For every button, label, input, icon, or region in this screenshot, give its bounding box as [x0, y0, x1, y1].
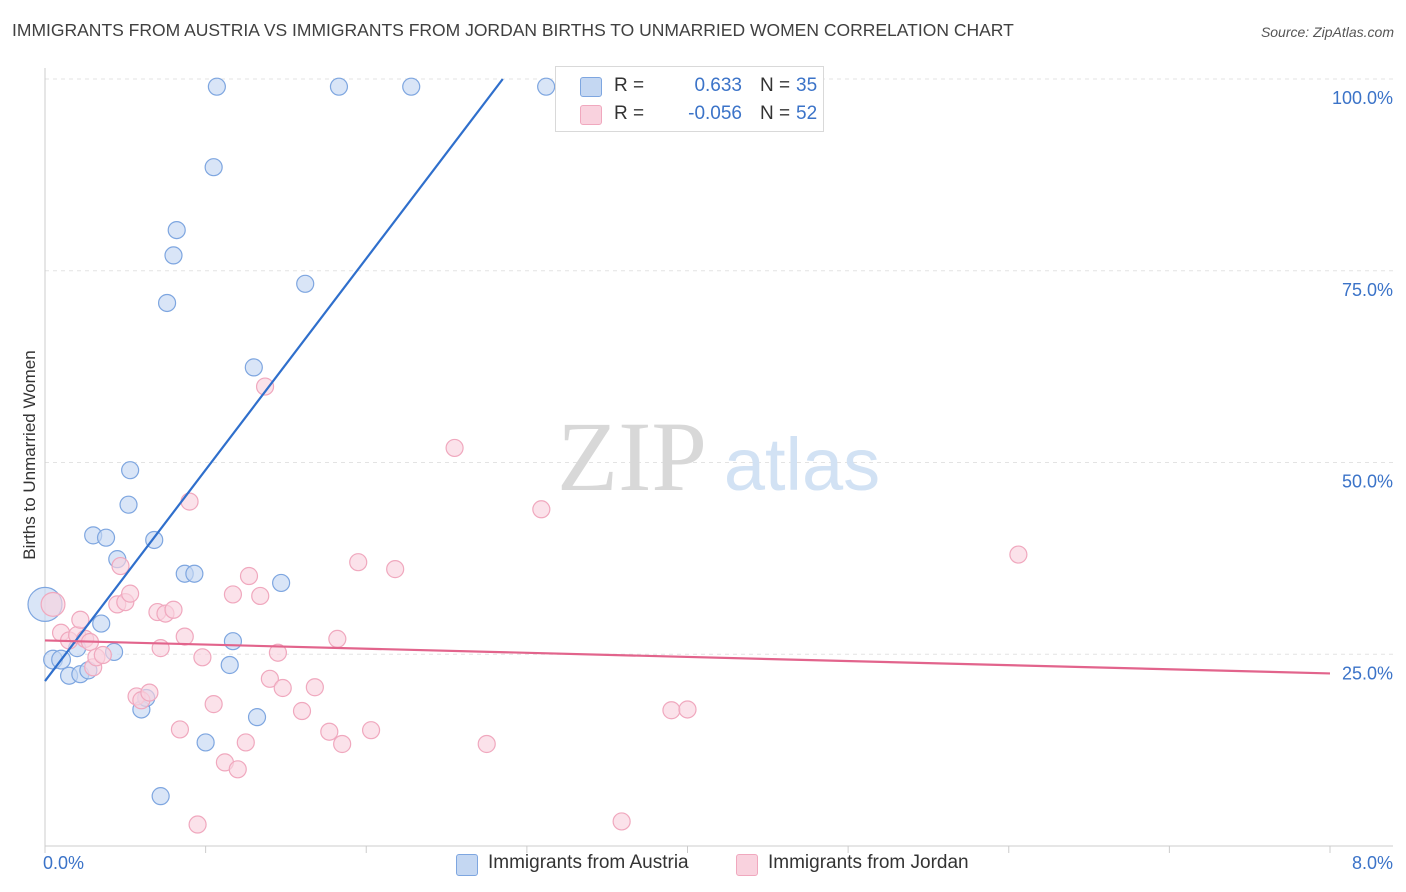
jordan-point	[193, 648, 212, 667]
watermark: ZIP atlas	[557, 401, 880, 512]
jordan-point	[40, 591, 66, 617]
legend-n-label: N =	[760, 75, 791, 96]
legend-r-label: R =	[614, 103, 645, 124]
legend-r-value: -0.056	[688, 103, 742, 124]
austria-point	[204, 158, 223, 177]
jordan-point	[386, 560, 405, 579]
x-tick-label: 8.0%	[1352, 853, 1393, 873]
chart-title: IMMIGRANTS FROM AUSTRIA VS IMMIGRANTS FR…	[12, 20, 1014, 40]
legend-swatch-austria	[456, 854, 478, 876]
austria-point	[157, 293, 177, 313]
jordan-point	[268, 643, 288, 662]
austria-point	[96, 528, 116, 547]
legend-label-austria: Immigrants from Austria	[488, 852, 689, 873]
austria-point	[151, 787, 170, 806]
jordan-point	[111, 556, 130, 576]
jordan-point	[71, 610, 90, 629]
jordan-point	[361, 721, 381, 740]
legend-swatch-austria	[580, 77, 602, 97]
austria-point	[223, 632, 243, 651]
austria-point	[296, 274, 315, 293]
jordan-point	[305, 678, 324, 697]
jordan-point	[204, 695, 223, 714]
correlation-legend: R = 0.633 N = 35 R = -0.056 N = 52	[555, 66, 824, 132]
y-tick-label: 50.0%	[1342, 472, 1393, 492]
austria-point	[220, 655, 239, 675]
chart-source: Source: ZipAtlas.com	[1260, 24, 1394, 40]
jordan-point	[662, 701, 681, 720]
jordan-point	[180, 492, 199, 511]
jordan-point	[93, 645, 112, 665]
jordan-point	[292, 701, 312, 721]
axes	[44, 68, 1393, 853]
jordan-point	[445, 438, 464, 458]
jordan-point	[273, 678, 292, 698]
austria-point	[329, 77, 349, 96]
legend-swatch-jordan	[580, 105, 602, 125]
austria-point	[167, 220, 186, 240]
austria-point	[164, 246, 183, 265]
y-tick-label: 75.0%	[1342, 280, 1393, 300]
legend-swatch-jordan	[736, 854, 758, 876]
y-tick-label: 100.0%	[1332, 88, 1393, 108]
austria-point	[196, 733, 215, 752]
jordan-point	[349, 553, 368, 572]
jordan-point	[477, 734, 496, 754]
jordan-point	[239, 566, 259, 586]
jordan-point	[223, 585, 243, 604]
jordan-point	[333, 734, 352, 754]
austria-point	[247, 708, 267, 727]
legend-label-jordan: Immigrants from Jordan	[768, 852, 969, 873]
legend-n-label: N =	[760, 103, 791, 124]
watermark-atlas: atlas	[724, 423, 880, 506]
jordan-point	[175, 627, 194, 646]
legend-r-label: R =	[614, 75, 645, 96]
jordan-point	[255, 377, 275, 396]
legend-n-value: 52	[796, 103, 818, 124]
legend-r-value: 0.633	[694, 75, 742, 96]
austria-point	[207, 77, 226, 96]
austria-point	[119, 495, 138, 514]
jordan-point	[260, 669, 279, 688]
jordan-point	[170, 720, 190, 739]
jordan-point	[328, 629, 347, 649]
jordan-point	[1009, 545, 1028, 564]
jordan-point	[236, 733, 255, 752]
jordan-point	[678, 700, 697, 719]
jordan-trend-line	[44, 639, 1331, 675]
austria-point	[537, 77, 556, 96]
austria-point	[92, 614, 111, 633]
legend-n-value: 35	[796, 75, 818, 96]
trend-lines	[44, 78, 1331, 682]
jordan-point	[532, 500, 551, 519]
tick-labels: 25.0% 50.0% 75.0% 100.0% 0.0% 8.0%	[43, 88, 1393, 873]
jordan-point	[121, 584, 140, 603]
jordan-point	[164, 600, 183, 619]
jordan-point	[320, 722, 339, 741]
jordan-point	[228, 760, 247, 779]
austria-point	[272, 573, 291, 593]
data-points	[27, 77, 1028, 834]
austria-trend-line	[44, 78, 504, 682]
austria-point	[244, 358, 263, 377]
jordan-point	[251, 586, 270, 606]
austria-point	[185, 564, 204, 583]
jordan-point	[140, 683, 159, 702]
x-tick-label: 0.0%	[43, 853, 84, 873]
jordan-point	[612, 812, 631, 831]
austria-point	[402, 77, 421, 96]
watermark-zip: ZIP	[557, 401, 707, 512]
y-tick-label: 25.0%	[1342, 663, 1393, 683]
austria-point	[121, 461, 140, 480]
jordan-point	[188, 815, 207, 834]
